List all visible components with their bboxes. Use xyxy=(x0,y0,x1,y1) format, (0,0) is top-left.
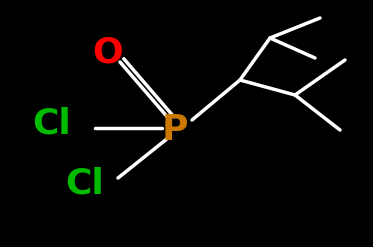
Text: O: O xyxy=(93,35,123,69)
Text: Cl: Cl xyxy=(32,106,71,140)
Text: Cl: Cl xyxy=(66,166,104,200)
Text: P: P xyxy=(162,113,188,147)
